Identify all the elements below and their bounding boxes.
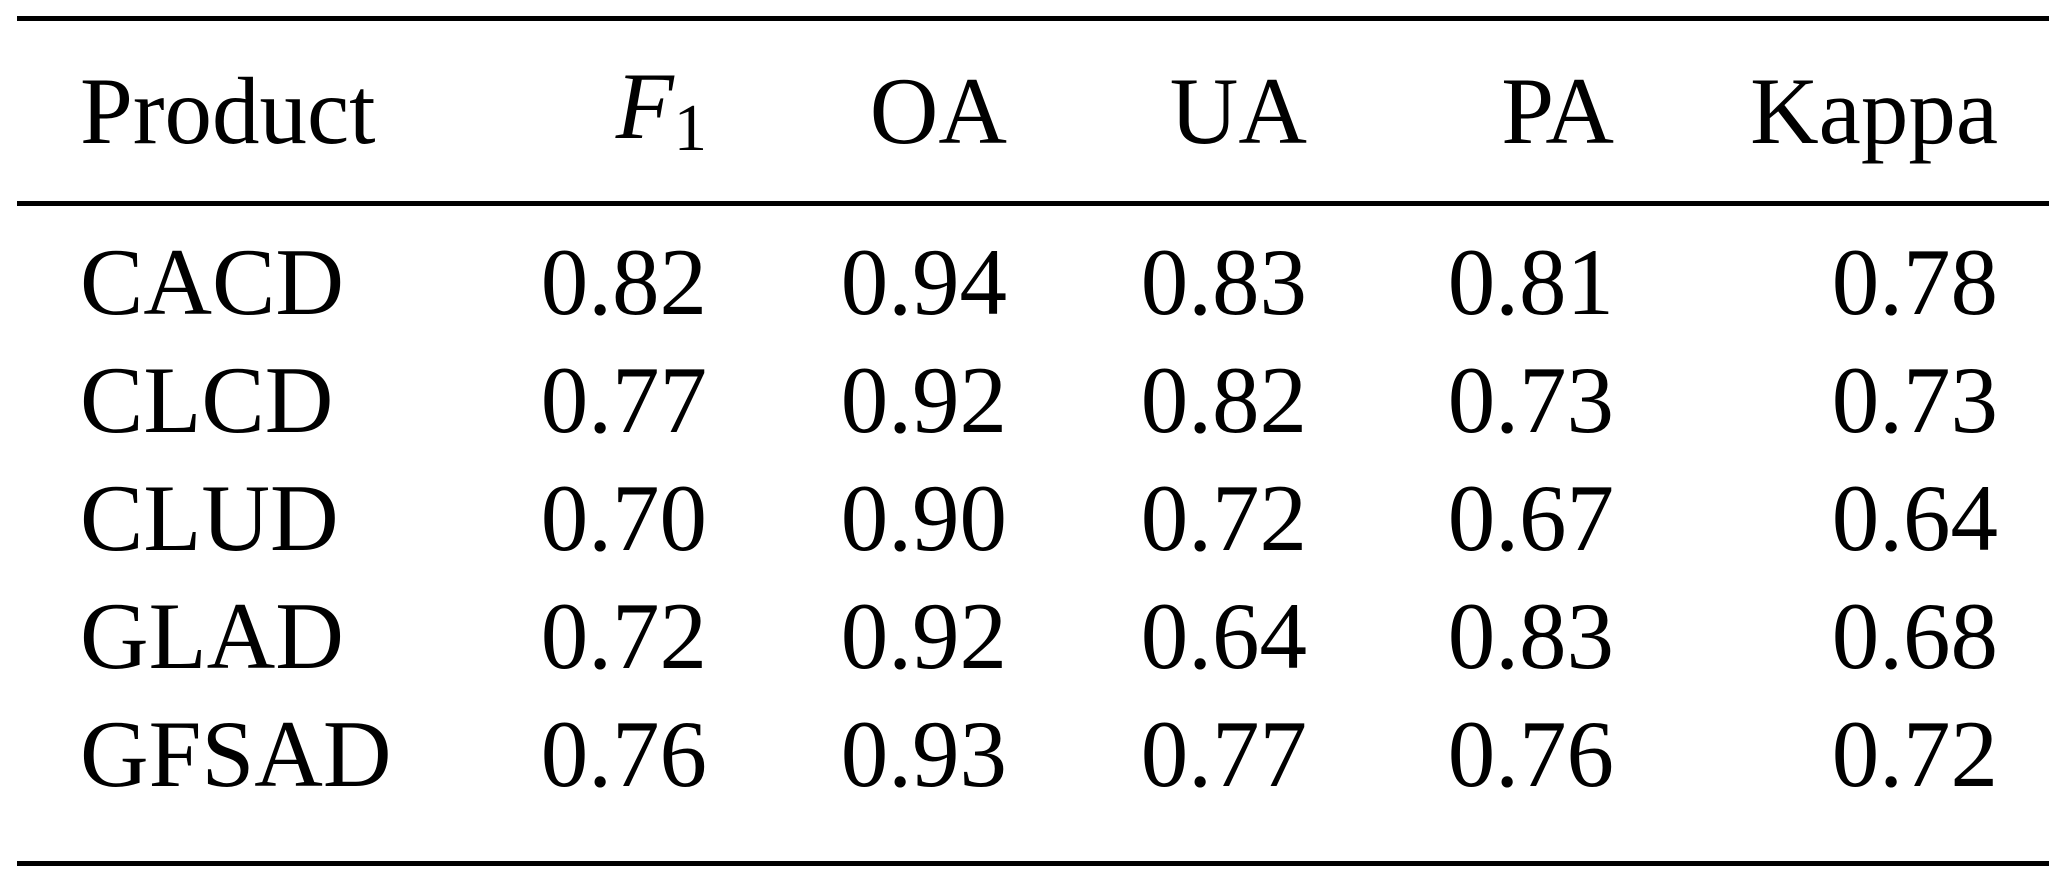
col-header-kappa: Kappa xyxy=(1750,57,1998,164)
table-row: CACD 0.82 0.94 0.83 0.81 0.78 xyxy=(17,223,2049,341)
cell-ua: 0.77 xyxy=(1140,700,1307,807)
table-header-rule xyxy=(17,201,2049,206)
table-row: CLCD 0.77 0.92 0.82 0.73 0.73 xyxy=(17,341,2049,459)
cell-pa: 0.76 xyxy=(1447,700,1614,807)
cell-kappa: 0.64 xyxy=(1831,464,1998,571)
cell-kappa: 0.73 xyxy=(1831,346,1998,453)
cell-oa: 0.93 xyxy=(840,700,1007,807)
cell-oa: 0.92 xyxy=(840,582,1007,689)
cell-pa: 0.73 xyxy=(1447,346,1614,453)
cell-product: GLAD xyxy=(80,582,344,689)
cell-pa: 0.67 xyxy=(1447,464,1614,571)
cell-f1: 0.77 xyxy=(540,346,707,453)
table-row: GFSAD 0.76 0.93 0.77 0.76 0.72 xyxy=(17,695,2049,813)
f1-symbol: F xyxy=(615,53,674,160)
cell-ua: 0.64 xyxy=(1140,582,1307,689)
cell-ua: 0.72 xyxy=(1140,464,1307,571)
col-header-product: Product xyxy=(80,57,376,164)
cell-f1: 0.70 xyxy=(540,464,707,571)
f1-subscript: 1 xyxy=(673,92,707,166)
cell-oa: 0.94 xyxy=(840,228,1007,335)
col-header-f1: F1 xyxy=(507,21,707,201)
cell-ua: 0.83 xyxy=(1140,228,1307,335)
cell-f1: 0.76 xyxy=(540,700,707,807)
cell-product: CACD xyxy=(80,228,344,335)
header-row: Product F1 OA UA PA Kappa xyxy=(17,21,2049,201)
cell-product: GFSAD xyxy=(80,700,392,807)
table-row: CLUD 0.70 0.90 0.72 0.67 0.64 xyxy=(17,459,2049,577)
cell-product: CLUD xyxy=(80,464,339,571)
cell-ua: 0.82 xyxy=(1140,346,1307,453)
cell-product: CLCD xyxy=(80,346,334,453)
cell-pa: 0.81 xyxy=(1447,228,1614,335)
cell-pa: 0.83 xyxy=(1447,582,1614,689)
table-top-rule xyxy=(17,16,2049,21)
col-header-ua: UA xyxy=(1169,57,1307,164)
table-bottom-rule xyxy=(17,861,2049,866)
cell-kappa: 0.72 xyxy=(1831,700,1998,807)
cell-oa: 0.92 xyxy=(840,346,1007,453)
col-header-pa: PA xyxy=(1501,57,1614,164)
cell-kappa: 0.78 xyxy=(1831,228,1998,335)
cell-f1: 0.82 xyxy=(540,228,707,335)
cell-kappa: 0.68 xyxy=(1831,582,1998,689)
accuracy-metrics-table: Product F1 OA UA PA Kappa CACD 0.82 0.94… xyxy=(17,21,2049,813)
cell-f1: 0.72 xyxy=(540,582,707,689)
cell-oa: 0.90 xyxy=(840,464,1007,571)
table-row: GLAD 0.72 0.92 0.64 0.83 0.68 xyxy=(17,577,2049,695)
spacer-row xyxy=(17,201,2049,223)
col-header-oa: OA xyxy=(869,57,1007,164)
